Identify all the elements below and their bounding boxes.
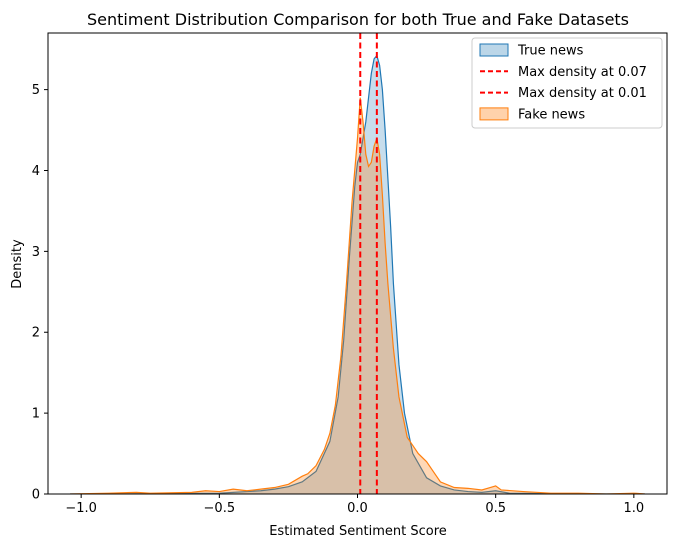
legend-box [471, 37, 663, 129]
x-tick-label: 0.0 [347, 501, 368, 516]
x-tick-label: −1.0 [65, 501, 97, 516]
y-tick-label: 0 [32, 488, 40, 503]
series-line-1 [70, 97, 645, 494]
x-tick-label: 0.5 [485, 501, 506, 516]
x-axis-label: Estimated Sentiment Score [269, 524, 447, 539]
y-axis-ticks: 0 1 2 3 4 5 [32, 83, 48, 503]
series-layer [70, 54, 645, 494]
y-tick-label: 5 [32, 83, 40, 98]
legend-label: Fake news [518, 107, 585, 122]
legend-label: Max density at 0.01 [518, 86, 647, 101]
y-tick-label: 2 [32, 326, 40, 341]
series-fill-0 [70, 55, 645, 494]
y-axis-label: Density [10, 239, 25, 289]
y-tick-label: 4 [32, 164, 40, 179]
legend-swatch-patch [479, 43, 509, 57]
legend-label: Max density at 0.07 [518, 65, 647, 80]
x-tick-label: −0.5 [204, 501, 236, 516]
y-tick-label: 3 [32, 245, 40, 260]
x-tick-label: 1.0 [623, 501, 644, 516]
y-tick-label: 1 [32, 407, 40, 422]
x-axis-ticks: −1.0 −0.5 0.0 0.5 1.0 [65, 494, 644, 516]
series-fill-1 [70, 97, 645, 494]
legend: True news Max density at 0.07 Max density … [471, 37, 663, 129]
legend-swatch-patch [479, 107, 509, 121]
vline-layer [359, 33, 378, 494]
chart-title: Sentiment Distribution Comparison for bo… [87, 10, 629, 29]
legend-label: True news [517, 44, 584, 59]
series-line-0 [70, 54, 645, 494]
